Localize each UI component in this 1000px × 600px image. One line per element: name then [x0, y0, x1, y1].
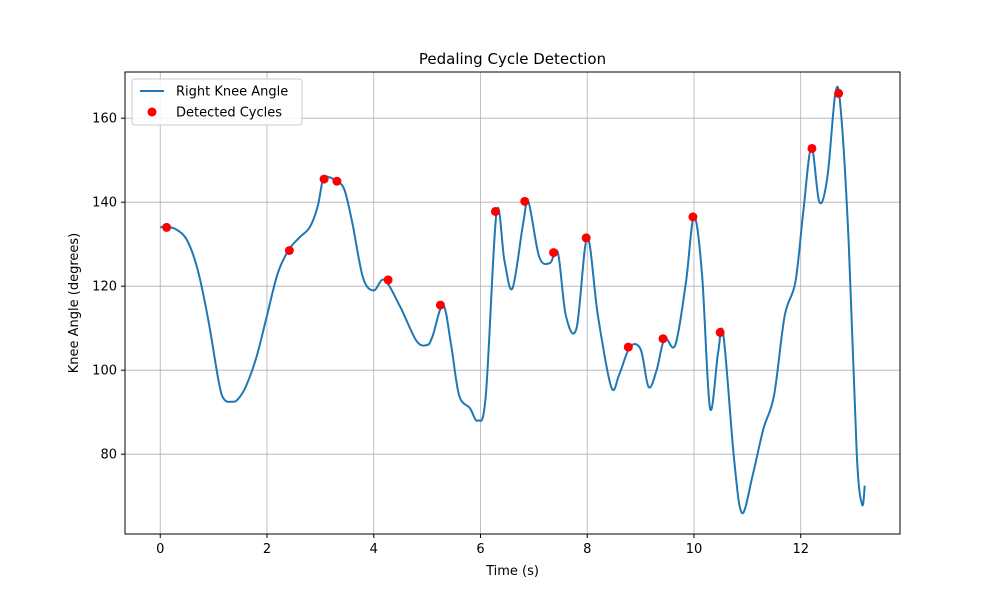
chart-title: Pedaling Cycle Detection	[419, 50, 606, 68]
detected-cycle-point	[284, 246, 294, 255]
detected-cycle-point	[715, 327, 725, 337]
detected-cycle-point	[435, 300, 445, 310]
legend: Right Knee Angle Detected Cycles	[131, 78, 303, 126]
detected-cycle-point	[834, 88, 844, 98]
x-axis-label: Time (s)	[485, 564, 539, 579]
detected-cycle-point	[581, 233, 591, 243]
grid-lines	[125, 72, 900, 534]
axis-ticks: 0 2 4 6 8 10 12 80 100 120 140 160	[92, 112, 809, 557]
plot-lines	[159, 85, 866, 515]
y-axis-label: Knee Angle (degrees)	[67, 233, 82, 374]
legend-box	[131, 78, 303, 126]
detected-cycle-point	[549, 248, 559, 258]
detected-cycle-point	[658, 334, 668, 344]
detected-cycle-point	[688, 212, 698, 222]
x-tick-label: 4	[370, 542, 378, 557]
detected-cycle-point	[490, 206, 500, 216]
x-tick-label: 2	[263, 542, 271, 557]
y-tick-label: 80	[100, 448, 117, 463]
plot-area-frame	[124, 71, 901, 535]
series-line-right-knee-angle	[159, 85, 866, 515]
x-tick-label: 6	[476, 542, 484, 557]
legend-label-points: Detected Cycles	[176, 106, 282, 121]
detected-cycle-point	[807, 143, 817, 153]
detected-cycle-point	[162, 222, 172, 232]
detected-cycle-point	[332, 176, 342, 186]
y-tick-label: 140	[92, 196, 117, 211]
detected-cycle-point	[520, 196, 530, 206]
y-tick-label: 160	[92, 112, 117, 127]
x-tick-label: 8	[583, 542, 591, 557]
y-tick-label: 120	[92, 280, 117, 295]
legend-label-line: Right Knee Angle	[176, 85, 288, 100]
detected-cycle-point	[319, 174, 329, 184]
x-tick-label: 0	[156, 542, 164, 557]
x-tick-label: 10	[686, 542, 703, 557]
plot-points	[162, 88, 844, 352]
detected-cycle-point	[383, 275, 393, 285]
y-tick-label: 100	[92, 364, 117, 379]
x-tick-label: 12	[792, 542, 809, 557]
detected-cycle-point	[623, 342, 633, 352]
legend-point-swatch	[147, 107, 157, 117]
